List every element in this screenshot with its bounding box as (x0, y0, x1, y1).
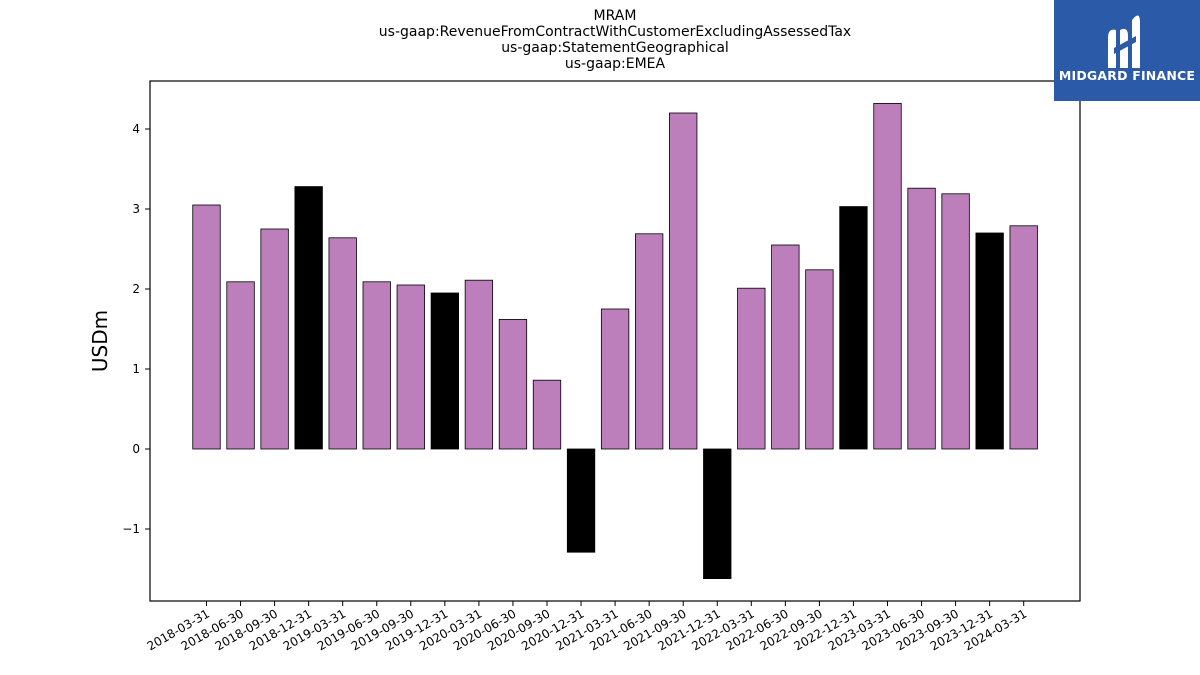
bar-2023-06-30 (907, 187, 936, 450)
y-tick-label--1: −1 (122, 522, 140, 536)
bar-2023-09-30 (941, 193, 970, 450)
bar-2019-09-30 (396, 284, 425, 450)
chart-title-line-2: us-gaap:RevenueFromContractWithCustomerE… (378, 24, 852, 40)
bar-2019-06-30 (362, 281, 391, 450)
bar-2023-12-31 (975, 232, 1004, 450)
bar-2018-06-30 (226, 281, 255, 450)
logo-text: MIDGARD FINANCE (1058, 68, 1196, 83)
bar-2024-03-31 (1009, 225, 1038, 450)
bar-2022-06-30 (771, 244, 800, 450)
bar-2020-09-30 (532, 379, 562, 450)
bar-2019-12-31 (430, 292, 460, 450)
bar-2018-09-30 (260, 228, 289, 450)
bar-2023-03-31 (873, 103, 902, 450)
y-tick-label-1: 1 (132, 362, 140, 376)
y-tick-label-3: 3 (132, 202, 140, 216)
bar-2022-09-30 (805, 269, 834, 450)
bar-2021-06-30 (635, 233, 664, 450)
chart-title-line-4: us-gaap:EMEA (564, 56, 666, 72)
midgard-logo-icon (1108, 15, 1140, 68)
bar-2021-03-31 (600, 308, 630, 450)
bar-2020-12-31 (566, 448, 596, 553)
chart-title-line-1: MRAM (593, 8, 637, 24)
bar-2019-03-31 (328, 237, 357, 450)
y-axis-label: USDm (88, 310, 112, 372)
chart-title-line-3: us-gaap:StatementGeographical (501, 40, 729, 56)
y-tick-label-2: 2 (132, 282, 140, 296)
brand-logo: MIDGARD FINANCE (1054, 0, 1200, 101)
bar-2020-06-30 (498, 318, 528, 450)
bar-2020-03-31 (464, 279, 494, 450)
y-tick-label-4: 4 (132, 122, 140, 136)
y-tick-label-0: 0 (132, 442, 140, 456)
bar-2021-09-30 (669, 112, 698, 450)
bar-2018-03-31 (192, 204, 221, 450)
bar-2022-03-31 (737, 287, 766, 450)
bar-2022-12-31 (839, 206, 868, 450)
bar-2018-12-31 (294, 186, 323, 450)
bar-2021-12-31 (703, 448, 732, 580)
